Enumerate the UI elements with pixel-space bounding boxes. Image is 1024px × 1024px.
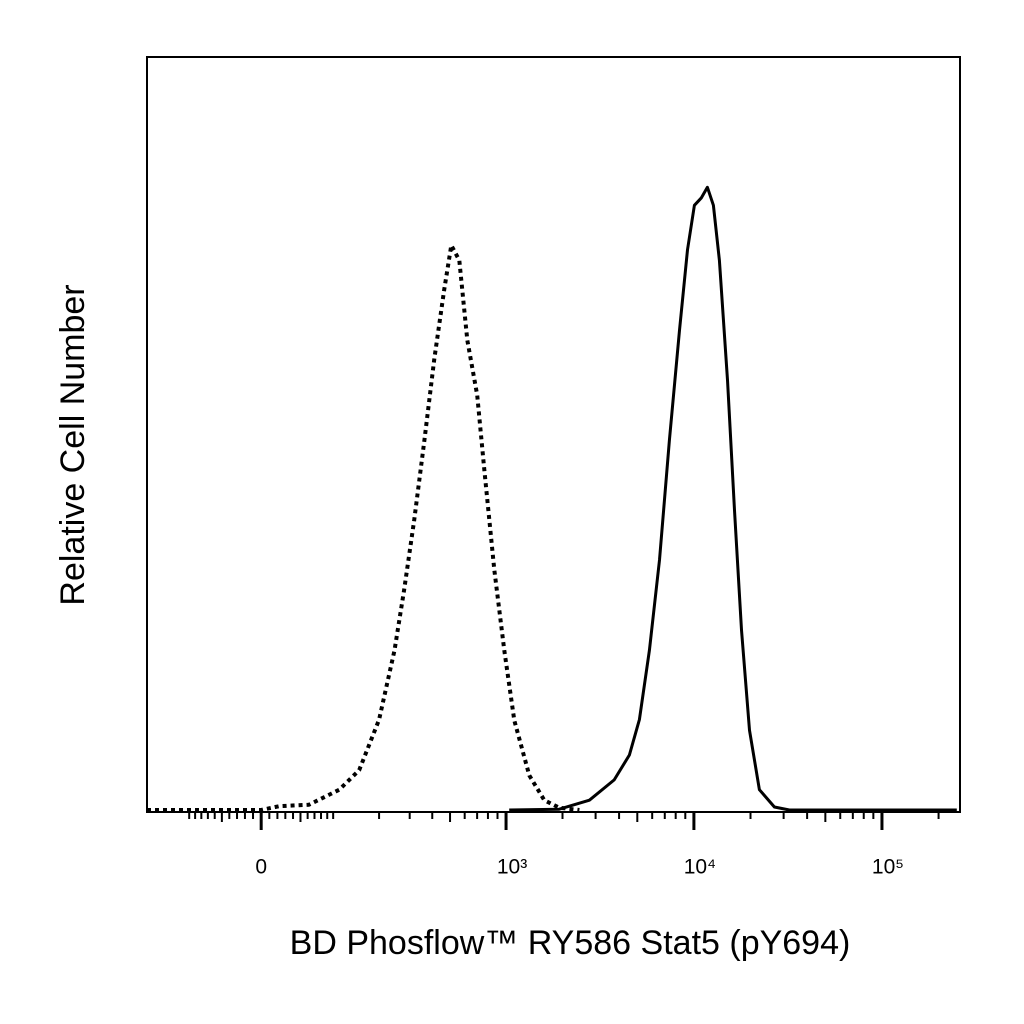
series-line [509, 185, 957, 812]
x-tick-label: 10⁵ [872, 856, 904, 879]
x-axis-title: BD Phosflow™ RY586 Stat5 (pY694) [290, 924, 851, 962]
plot-frame [146, 56, 961, 813]
x-tick-label: 10⁴ [684, 856, 716, 879]
series-line [147, 243, 580, 812]
x-tick-label: 10³ [497, 856, 527, 879]
x-tick-label: 0 [255, 856, 267, 879]
y-axis-title: Relative Cell Number [54, 284, 92, 605]
